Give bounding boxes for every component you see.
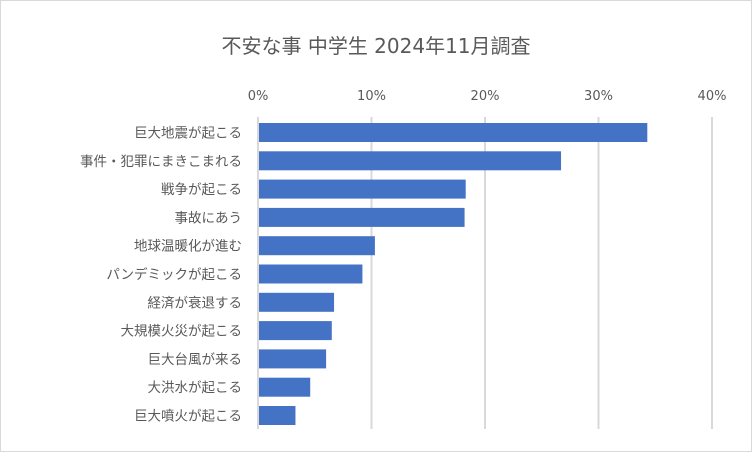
category-label: 事故にあう (175, 210, 243, 226)
bar (259, 236, 375, 256)
category-label: 事件・犯罪にまきこまれる (80, 154, 242, 170)
x-tick-label: 0% (248, 89, 269, 104)
category-label: 巨大台風が来る (148, 352, 243, 368)
category-label: 巨大地震が起こる (134, 126, 242, 142)
bar (259, 207, 465, 227)
bar (259, 151, 562, 171)
x-tick-label: 10% (357, 89, 386, 104)
chart-title: 不安な事 中学生 2024年11月調査 (221, 34, 530, 58)
category-label: 経済が衰退する (148, 294, 243, 311)
bar (259, 264, 363, 284)
x-tick-label: 40% (698, 89, 727, 104)
bar (259, 179, 466, 199)
x-tick-label: 20% (471, 89, 500, 104)
bar (259, 321, 332, 341)
bar (259, 349, 327, 369)
category-label: 地球温暖化が進む (134, 239, 242, 255)
category-label: 巨大噴火が起こる (134, 409, 242, 425)
bar (259, 292, 335, 312)
category-label: 戦争が起こる (161, 182, 242, 198)
bar (259, 123, 648, 142)
bar (259, 406, 296, 425)
category-label: 大洪水が起こる (148, 380, 243, 396)
category-label: 大規模火災が起こる (121, 324, 243, 340)
x-tick-label: 30% (584, 89, 613, 104)
bar (259, 377, 311, 397)
category-label: パンデミックが起こる (106, 266, 242, 283)
